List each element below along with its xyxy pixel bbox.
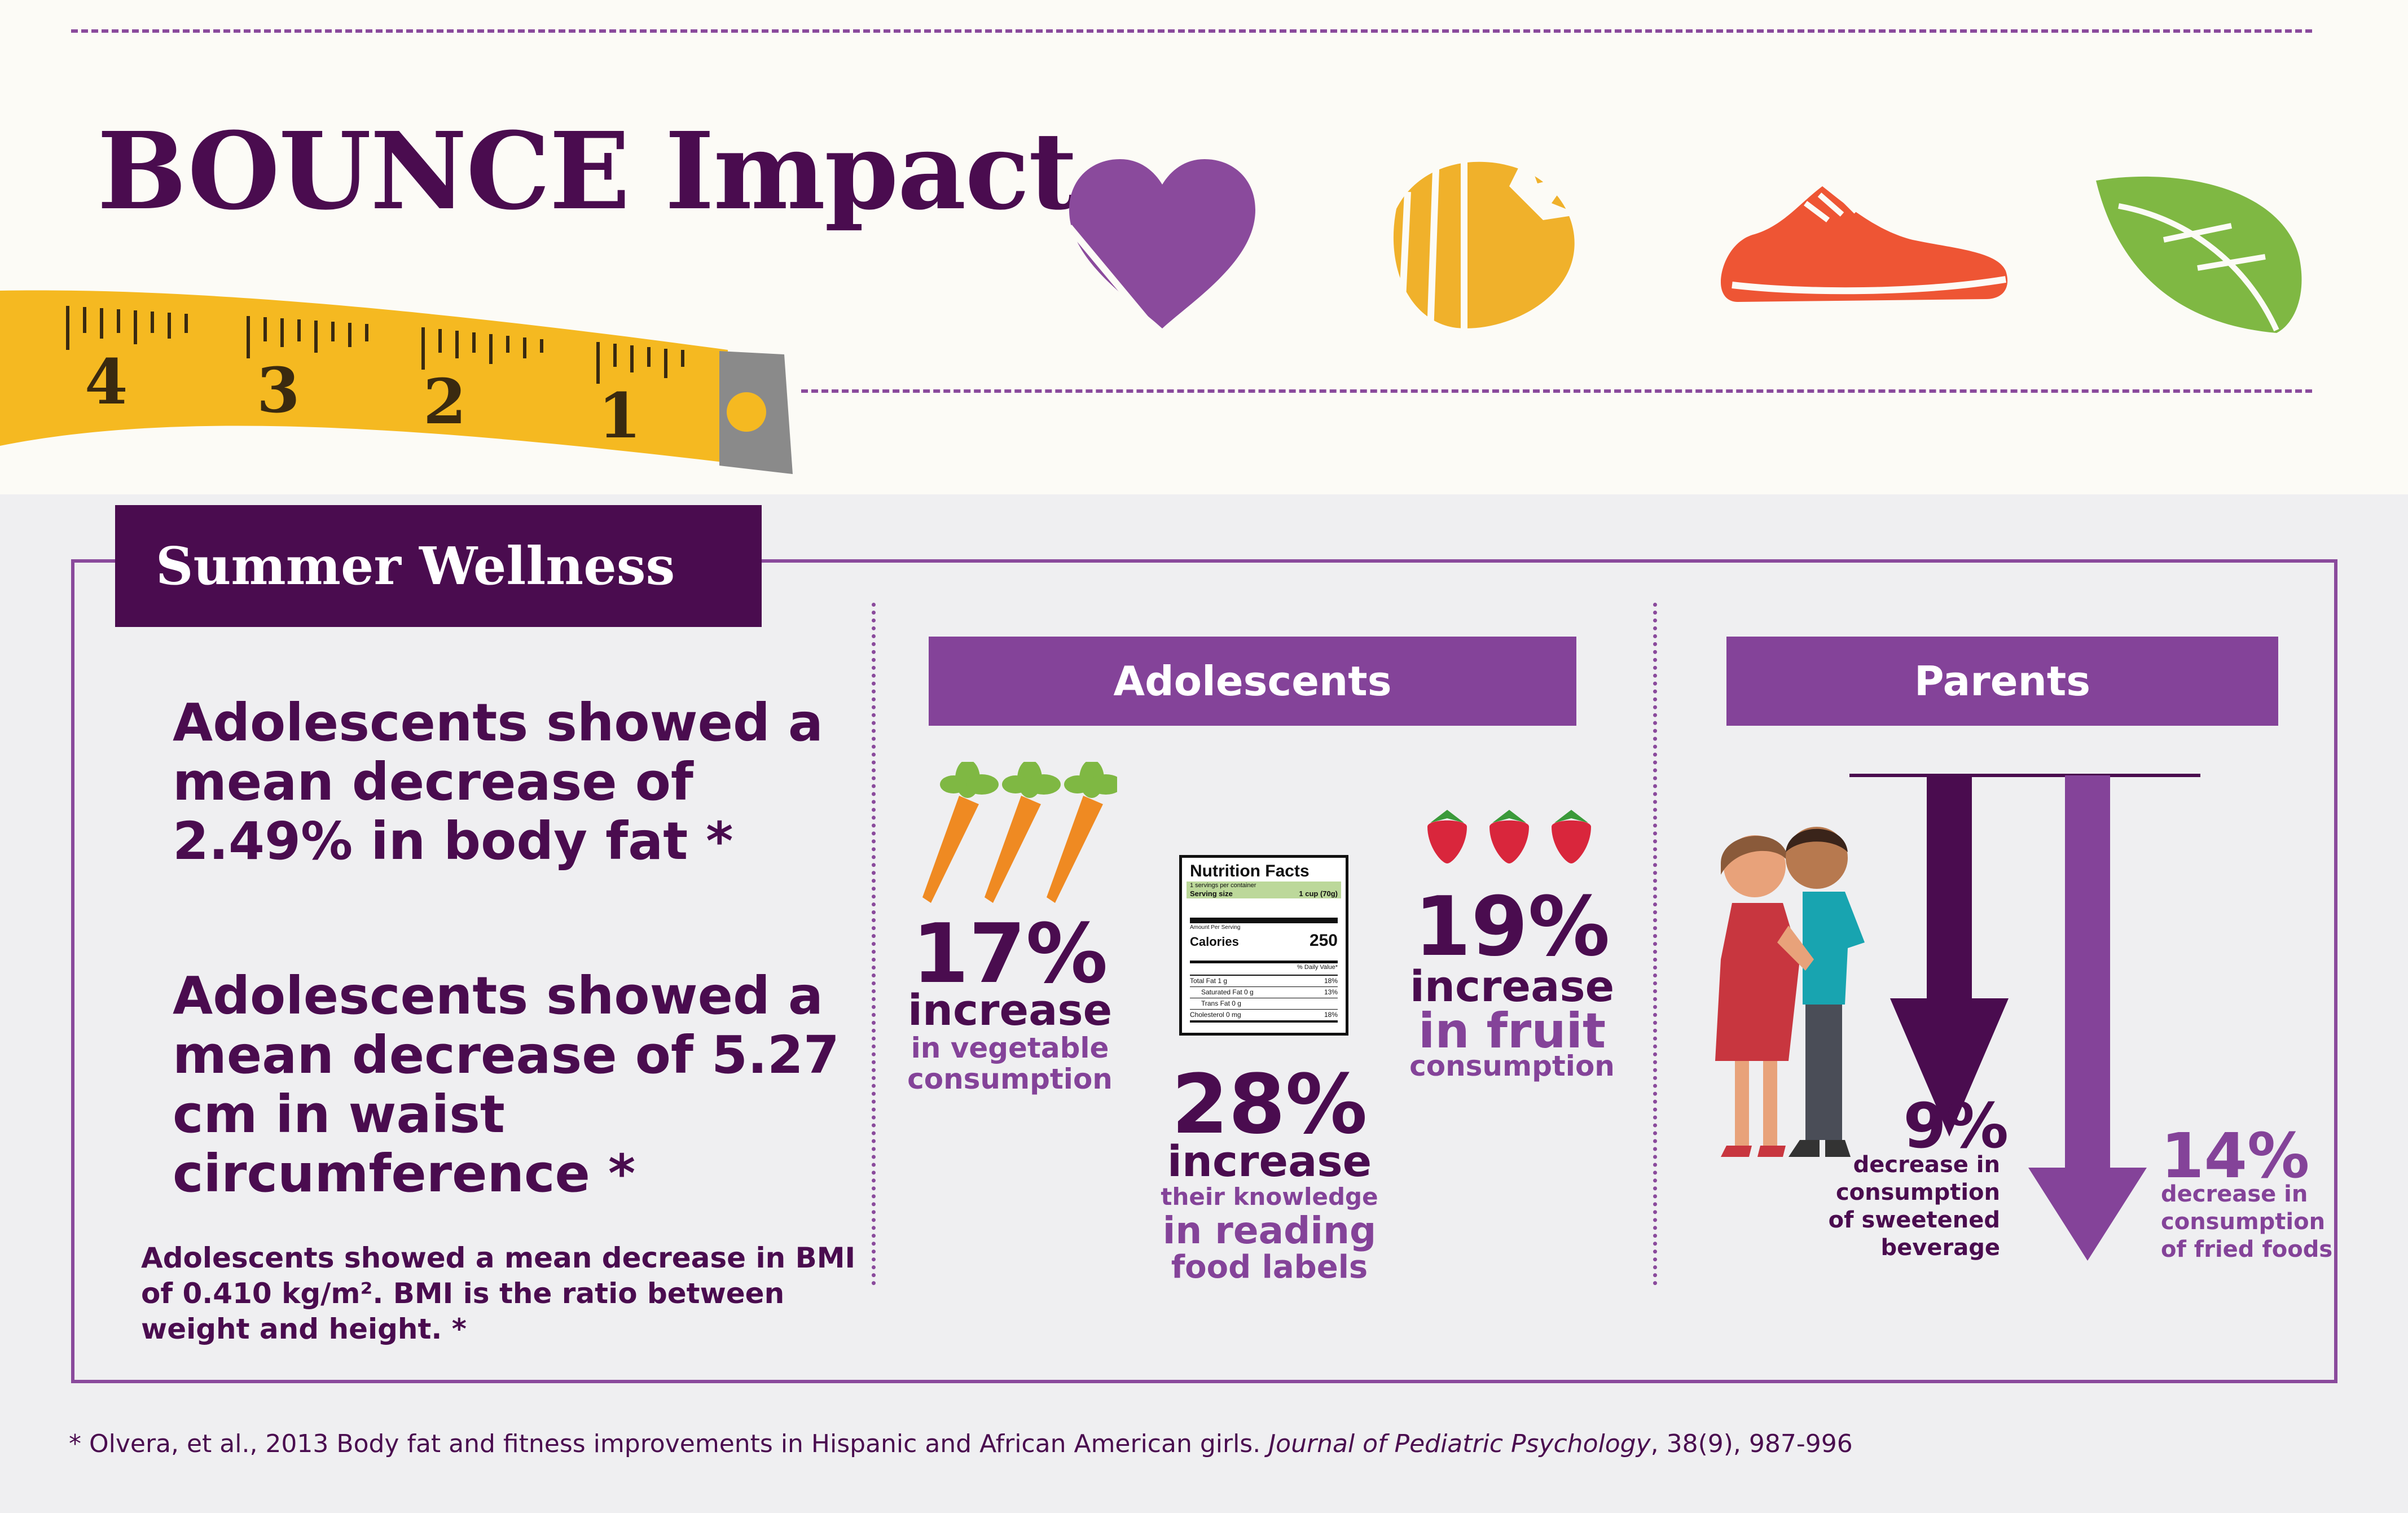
sneaker-icon [1721, 186, 2008, 302]
section-title: Summer Wellness [115, 505, 762, 627]
leaf-icon [2096, 176, 2302, 333]
divider-right [1653, 603, 1657, 1286]
daily-value: % Daily Value* [1297, 964, 1338, 971]
summer-wellness-panel [71, 559, 2337, 1383]
top-dashed-rule [71, 29, 2312, 33]
labels-sub-3: food labels [1171, 1249, 1368, 1286]
sweetened-text: decrease in consumption of sweetened bev… [1828, 1152, 2000, 1261]
parents-header: Parents [1726, 637, 2278, 726]
heart-icon [1069, 159, 1255, 328]
tape-number-1: 1 [598, 379, 641, 452]
vegetable-sub-2: consumption [907, 1063, 1113, 1095]
nutrition-row: Saturated Fat 0 g 13% [1190, 987, 1338, 998]
vegetable-label: increase [907, 985, 1113, 1035]
labels-sub-2: in reading [1162, 1209, 1377, 1252]
fried-percent: 14% [2161, 1120, 2310, 1192]
waist-stat: Adolescents showed a mean decrease of 5.… [173, 966, 840, 1204]
nutrition-row: Trans Fat 0 g [1190, 998, 1338, 1010]
sweetened-percent: 9% [1903, 1090, 2009, 1162]
parents-couple-icon [1715, 827, 1865, 1157]
page-title: BOUNCE Impact [97, 109, 1078, 234]
amount-per-serving: Amount Per Serving [1190, 924, 1241, 931]
adolescents-header: Adolescents [929, 637, 1576, 726]
mid-dashed-rule [801, 389, 2312, 393]
strawberry-icon [1393, 152, 1580, 333]
serving-size-label: Serving size [1190, 889, 1233, 898]
carrots-icon [922, 762, 1117, 903]
fruit-label: increase [1409, 961, 1615, 1011]
nutrition-label: Nutrition Facts 1 servings per container… [1179, 855, 1348, 1036]
body-fat-stat: Adolescents showed a mean decrease of 2.… [173, 692, 823, 871]
divider-left [872, 603, 876, 1286]
tape-number-4: 4 [85, 345, 128, 418]
arrows-baseline [1849, 774, 2200, 777]
serving-size-value: 1 cup (70g) [1299, 889, 1338, 898]
vegetable-sub-1: in vegetable [911, 1032, 1109, 1064]
bmi-stat: Adolescents showed a mean decrease in BM… [141, 1242, 856, 1345]
citation-footnote: * Olvera, et al., 2013 Body fat and fitn… [69, 1429, 1853, 1458]
nutrition-servings: 1 servings per container [1190, 882, 1256, 889]
fried-text: decrease in consumption of fried foods [2161, 1181, 2333, 1262]
labels-sub-1: their knowledge [1161, 1183, 1378, 1211]
nutrition-row: Cholesterol 0 mg 18% [1190, 1010, 1338, 1023]
fruit-sub-1: in fruit [1418, 1003, 1606, 1059]
tape-number-3: 3 [257, 354, 300, 427]
labels-percent: 28% [1171, 1057, 1368, 1152]
strawberries-icon [1427, 810, 1591, 863]
labels-label: increase [1167, 1136, 1372, 1186]
arrow-down-sweetened [1890, 775, 2009, 1137]
nutrition-title: Nutrition Facts [1190, 862, 1310, 880]
vegetable-percent: 17% [912, 906, 1108, 1002]
arrow-down-fried [2028, 775, 2147, 1261]
calories-value: 250 [1309, 931, 1338, 950]
fruit-sub-2: consumption [1409, 1050, 1615, 1082]
tape-number-2: 2 [423, 365, 467, 438]
measuring-tape-icon: 4 3 2 1 [0, 290, 793, 474]
calories-label: Calories [1190, 935, 1239, 949]
nutrition-row: Total Fat 1 g 18% [1190, 976, 1338, 987]
fruit-percent: 19% [1414, 879, 1610, 975]
